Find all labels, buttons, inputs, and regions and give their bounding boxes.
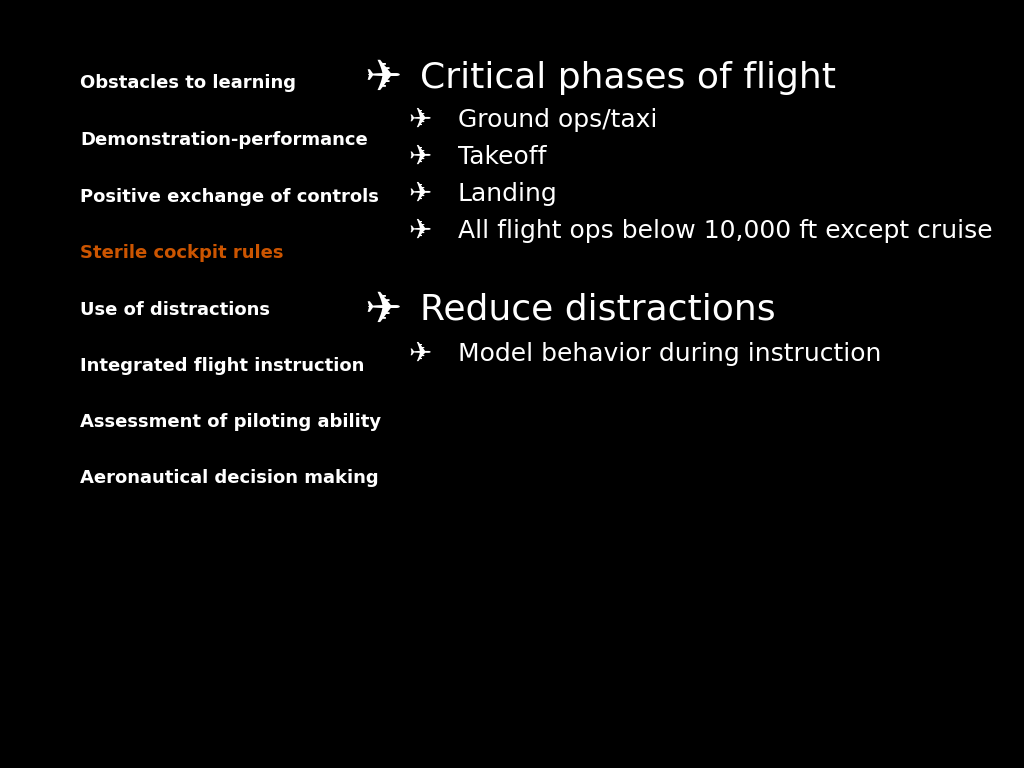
Text: All flight ops below 10,000 ft except cruise: All flight ops below 10,000 ft except cr… xyxy=(458,219,992,243)
Text: Sterile cockpit rules: Sterile cockpit rules xyxy=(80,244,284,262)
Text: Model behavior during instruction: Model behavior during instruction xyxy=(458,342,882,366)
Text: Integrated flight instruction: Integrated flight instruction xyxy=(80,357,365,375)
Text: Ground ops/taxi: Ground ops/taxi xyxy=(458,108,657,132)
Text: ✈: ✈ xyxy=(365,57,401,100)
Text: Aeronautical decision making: Aeronautical decision making xyxy=(80,469,379,487)
Text: Assessment of piloting ability: Assessment of piloting ability xyxy=(80,413,381,431)
Text: ✈: ✈ xyxy=(409,340,432,368)
Text: Obstacles to learning: Obstacles to learning xyxy=(80,74,296,92)
Text: ✈: ✈ xyxy=(365,289,401,332)
Text: ✈: ✈ xyxy=(409,217,432,245)
Text: ✈: ✈ xyxy=(409,106,432,134)
Text: ✈: ✈ xyxy=(409,143,432,171)
Text: Demonstration-performance: Demonstration-performance xyxy=(80,131,368,149)
Text: Positive exchange of controls: Positive exchange of controls xyxy=(80,188,379,206)
Text: Landing: Landing xyxy=(458,182,558,206)
Text: Reduce distractions: Reduce distractions xyxy=(420,293,775,327)
Text: Critical phases of flight: Critical phases of flight xyxy=(420,61,836,95)
Text: Takeoff: Takeoff xyxy=(458,145,547,169)
Text: ✈: ✈ xyxy=(409,180,432,208)
Text: Use of distractions: Use of distractions xyxy=(80,301,270,319)
